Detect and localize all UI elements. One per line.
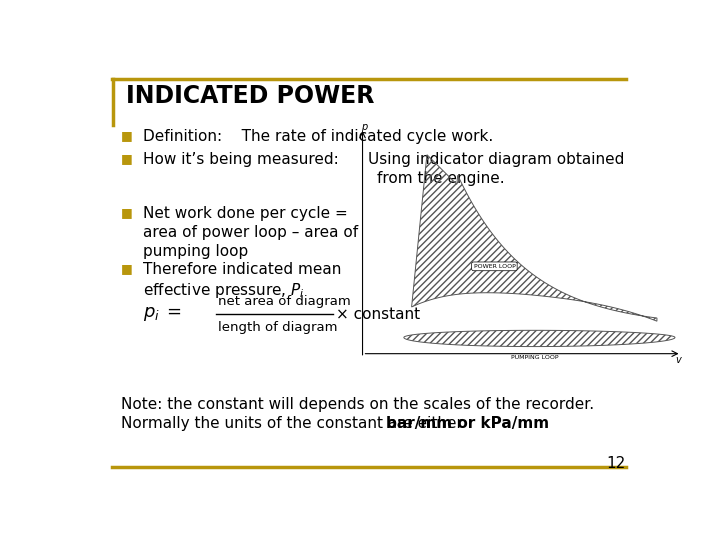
Text: Definition:    The rate of indicated cycle work.: Definition: The rate of indicated cycle … xyxy=(143,129,493,144)
Text: 12: 12 xyxy=(606,456,626,471)
Text: length of diagram: length of diagram xyxy=(218,321,338,334)
Text: Therefore indicated mean: Therefore indicated mean xyxy=(143,262,341,278)
Text: p: p xyxy=(361,123,367,132)
Text: Normally the units of the constant are either: Normally the units of the constant are e… xyxy=(121,416,467,431)
Text: INDICATED POWER: INDICATED POWER xyxy=(126,84,374,107)
Text: ■: ■ xyxy=(121,152,132,165)
Text: pumping loop: pumping loop xyxy=(143,244,248,259)
Text: × constant: × constant xyxy=(336,307,420,322)
Text: PUMPING LOOP: PUMPING LOOP xyxy=(510,355,558,360)
Text: ■: ■ xyxy=(121,129,132,142)
Text: from the engine.: from the engine. xyxy=(143,171,505,186)
Text: POWER LOOP: POWER LOOP xyxy=(474,264,516,269)
Text: $p_i\;=$: $p_i\;=$ xyxy=(143,305,182,323)
Text: v: v xyxy=(675,355,681,365)
Text: bar/mm or kPa/mm: bar/mm or kPa/mm xyxy=(386,416,549,431)
Text: ■: ■ xyxy=(121,206,132,219)
Text: Note: the constant will depends on the scales of the recorder.: Note: the constant will depends on the s… xyxy=(121,397,594,413)
Text: How it’s being measured:      Using indicator diagram obtained: How it’s being measured: Using indicator… xyxy=(143,152,624,167)
Text: area of power loop – area of: area of power loop – area of xyxy=(143,225,358,240)
Text: net area of diagram: net area of diagram xyxy=(218,295,351,308)
Text: effective pressure, $P_i$: effective pressure, $P_i$ xyxy=(143,281,305,300)
Text: ■: ■ xyxy=(121,262,132,275)
Text: Net work done per cycle =: Net work done per cycle = xyxy=(143,206,348,221)
